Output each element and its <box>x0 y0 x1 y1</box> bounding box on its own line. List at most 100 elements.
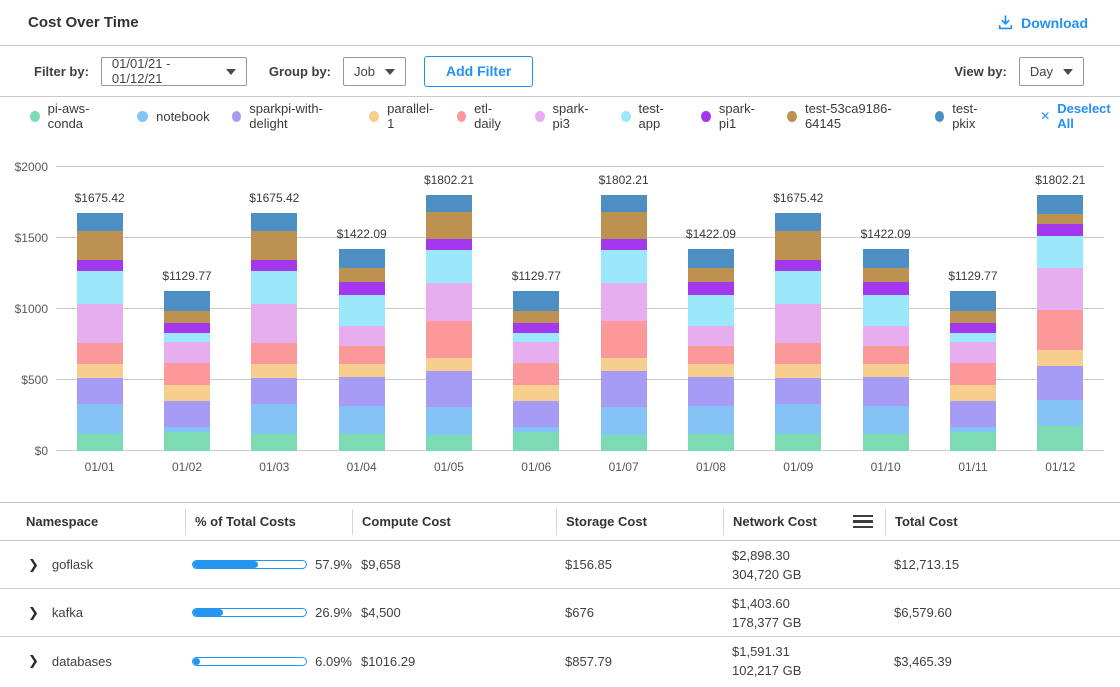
bar-segment-test-pkix[interactable] <box>163 290 210 311</box>
legend-item-sparkpi-with-delight[interactable]: sparkpi-with-delight <box>231 101 348 131</box>
bar-segment-spark-pi1[interactable] <box>76 260 123 271</box>
bar-segment-spark-pi3[interactable] <box>687 325 734 346</box>
bar-segment-sparkpi-with-delight[interactable] <box>425 371 472 408</box>
bar-segment-notebook[interactable] <box>338 405 385 434</box>
bar-segment-test-pkix[interactable] <box>687 249 734 269</box>
stacked-bar[interactable] <box>862 249 909 451</box>
bar-segment-pi-aws-conda[interactable] <box>338 433 385 451</box>
bar-segment-spark-pi3[interactable] <box>251 303 298 343</box>
expand-chevron-icon[interactable]: ❯ <box>28 653 39 668</box>
bar-segment-test-pkix[interactable] <box>949 290 996 311</box>
bar-segment-test-app[interactable] <box>251 270 298 304</box>
stacked-bar[interactable] <box>513 290 560 451</box>
bar-segment-sparkpi-with-delight[interactable] <box>1037 365 1084 401</box>
bar-segment-parallel-1[interactable] <box>163 385 210 401</box>
bar-segment-spark-pi1[interactable] <box>600 238 647 250</box>
bar-segment-parallel-1[interactable] <box>1037 350 1084 366</box>
bar-segment-spark-pi3[interactable] <box>775 303 822 343</box>
bar-segment-test-app[interactable] <box>600 249 647 283</box>
bar-segment-test-pkix[interactable] <box>862 249 909 269</box>
bar-segment-parallel-1[interactable] <box>600 357 647 372</box>
bar-segment-spark-pi1[interactable] <box>251 260 298 271</box>
bar-segment-sparkpi-with-delight[interactable] <box>775 378 822 405</box>
table-row[interactable]: ❯ goflask 57.9% $9,658 $156.85 $2,898.30 304,7… <box>0 541 1120 589</box>
bar-segment-parallel-1[interactable] <box>513 385 560 401</box>
bar-segment-test-53ca9186-64145[interactable] <box>600 211 647 239</box>
bar-segment-notebook[interactable] <box>163 426 210 433</box>
stacked-bar[interactable] <box>1037 195 1084 451</box>
bar-segment-test-pkix[interactable] <box>76 213 123 232</box>
table-row[interactable]: ❯ kafka 26.9% $4,500 $676 $1,403.60 178,377 GB… <box>0 589 1120 637</box>
bar-segment-test-pkix[interactable] <box>600 195 647 212</box>
legend-item-test-app[interactable]: test-app <box>620 101 679 131</box>
bar-segment-parallel-1[interactable] <box>338 363 385 377</box>
bar-segment-pi-aws-conda[interactable] <box>76 433 123 451</box>
bar-segment-test-app[interactable] <box>338 294 385 326</box>
bar-segment-notebook[interactable] <box>513 426 560 433</box>
bar-segment-test-app[interactable] <box>1037 235 1084 269</box>
bar-segment-test-53ca9186-64145[interactable] <box>76 231 123 261</box>
bar-segment-etl-daily[interactable] <box>338 345 385 364</box>
bar-segment-parallel-1[interactable] <box>687 363 734 377</box>
bar-segment-etl-daily[interactable] <box>425 321 472 358</box>
stacked-bar[interactable] <box>600 195 647 451</box>
bar-segment-spark-pi3[interactable] <box>513 342 560 363</box>
bar-segment-spark-pi1[interactable] <box>163 323 210 334</box>
bar-segment-test-app[interactable] <box>76 270 123 304</box>
bar-segment-notebook[interactable] <box>862 405 909 434</box>
bar-segment-pi-aws-conda[interactable] <box>163 432 210 451</box>
bar-segment-test-app[interactable] <box>949 333 996 343</box>
bar-segment-etl-daily[interactable] <box>949 362 996 386</box>
legend-item-parallel-1[interactable]: parallel-1 <box>369 101 434 131</box>
bar-segment-parallel-1[interactable] <box>76 364 123 379</box>
legend-item-spark-pi3[interactable]: spark-pi3 <box>534 101 599 131</box>
legend-item-etl-daily[interactable]: etl-daily <box>456 101 513 131</box>
bar-segment-etl-daily[interactable] <box>687 345 734 364</box>
bar-segment-etl-daily[interactable] <box>251 342 298 365</box>
bar-segment-spark-pi1[interactable] <box>338 281 385 295</box>
bar-segment-spark-pi1[interactable] <box>687 281 734 295</box>
bar-segment-spark-pi3[interactable] <box>1037 268 1084 310</box>
bar-segment-test-pkix[interactable] <box>425 195 472 212</box>
stacked-bar[interactable] <box>338 249 385 451</box>
bar-segment-notebook[interactable] <box>425 407 472 436</box>
bar-segment-test-app[interactable] <box>687 294 734 326</box>
expand-chevron-icon[interactable]: ❯ <box>28 604 39 620</box>
column-menu-icon[interactable] <box>851 513 875 531</box>
bar-segment-pi-aws-conda[interactable] <box>949 432 996 451</box>
bar-segment-spark-pi1[interactable] <box>862 281 909 295</box>
bar-segment-sparkpi-with-delight[interactable] <box>600 371 647 408</box>
legend-item-notebook[interactable]: notebook <box>137 109 210 124</box>
bar-segment-notebook[interactable] <box>1037 400 1084 426</box>
bar-segment-sparkpi-with-delight[interactable] <box>338 376 385 406</box>
bar-segment-etl-daily[interactable] <box>600 321 647 358</box>
bar-segment-sparkpi-with-delight[interactable] <box>513 400 560 427</box>
stacked-bar[interactable] <box>687 249 734 451</box>
bar-segment-test-53ca9186-64145[interactable] <box>775 231 822 261</box>
bar-segment-spark-pi3[interactable] <box>949 342 996 363</box>
bar-segment-parallel-1[interactable] <box>775 364 822 379</box>
bar-segment-etl-daily[interactable] <box>513 362 560 386</box>
download-button[interactable]: Download <box>997 14 1088 31</box>
bar-segment-notebook[interactable] <box>775 404 822 434</box>
stacked-bar[interactable] <box>775 213 822 451</box>
bar-segment-test-53ca9186-64145[interactable] <box>163 310 210 324</box>
bar-segment-test-pkix[interactable] <box>775 213 822 232</box>
bar-segment-parallel-1[interactable] <box>862 363 909 377</box>
bar-segment-etl-daily[interactable] <box>775 342 822 365</box>
table-row[interactable]: ❯ databases 6.09% $1016.29 $857.79 $1,591.31 1… <box>0 637 1120 685</box>
legend-item-test-53ca9186-64145[interactable]: test-53ca9186-64145 <box>787 101 912 131</box>
bar-segment-notebook[interactable] <box>600 407 647 436</box>
bar-segment-parallel-1[interactable] <box>425 357 472 372</box>
add-filter-button[interactable]: Add Filter <box>423 55 534 87</box>
bar-segment-test-pkix[interactable] <box>1037 195 1084 215</box>
bar-segment-sparkpi-with-delight[interactable] <box>949 400 996 427</box>
bar-segment-spark-pi1[interactable] <box>513 323 560 334</box>
bar-segment-spark-pi1[interactable] <box>1037 224 1084 236</box>
bar-segment-pi-aws-conda[interactable] <box>513 432 560 451</box>
bar-segment-sparkpi-with-delight[interactable] <box>687 376 734 406</box>
legend-item-test-pkix[interactable]: test-pkix <box>934 101 995 131</box>
bar-segment-pi-aws-conda[interactable] <box>1037 425 1084 451</box>
bar-segment-test-53ca9186-64145[interactable] <box>338 268 385 282</box>
bar-segment-test-53ca9186-64145[interactable] <box>949 310 996 324</box>
